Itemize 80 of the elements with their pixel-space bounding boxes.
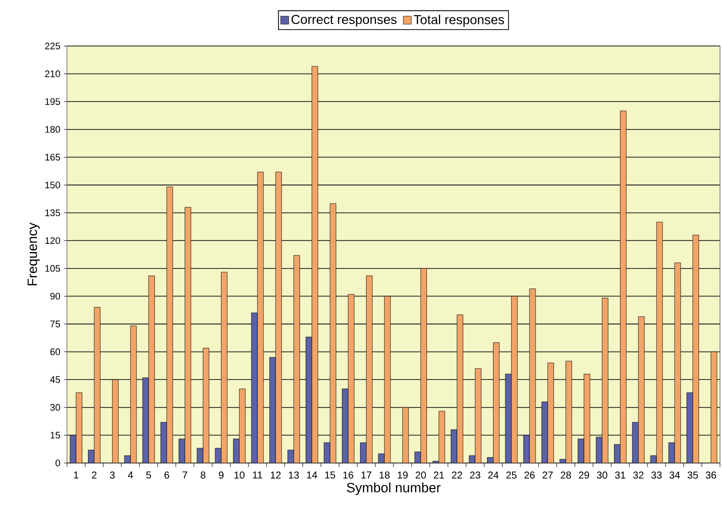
x-tick-label: 6 bbox=[164, 472, 170, 479]
bar bbox=[566, 360, 572, 463]
x-tick-label: 34 bbox=[669, 472, 680, 479]
bar bbox=[366, 276, 372, 463]
x-tick-label: 4 bbox=[128, 472, 133, 478]
x-tick-label: 15 bbox=[325, 472, 336, 479]
bar bbox=[438, 410, 446, 463]
y-axis-title: Frequency bbox=[28, 222, 40, 286]
x-tick-label: 18 bbox=[380, 472, 390, 479]
x-tick-label: 7 bbox=[182, 472, 188, 478]
bar bbox=[511, 296, 518, 463]
y-tick-label: 0 bbox=[56, 460, 60, 466]
x-tick-label: 10 bbox=[234, 472, 244, 479]
bar bbox=[239, 388, 246, 463]
x-tick-label: 12 bbox=[270, 472, 281, 479]
x-tick-label: 33 bbox=[651, 472, 662, 479]
y-tick-label: 225 bbox=[45, 42, 60, 50]
bar bbox=[166, 186, 173, 463]
legend-label: Total responses bbox=[414, 14, 504, 27]
bar bbox=[220, 272, 228, 463]
x-tick-label: 14 bbox=[307, 472, 318, 478]
x-tick-label: 36 bbox=[706, 472, 716, 479]
x-tick-label: 28 bbox=[560, 472, 571, 479]
bar bbox=[493, 342, 500, 463]
x-tick-label: 23 bbox=[470, 472, 480, 479]
x-tick-label: 5 bbox=[146, 472, 151, 479]
x-tick-label: 16 bbox=[343, 472, 354, 479]
x-tick-label: 26 bbox=[524, 472, 535, 479]
x-tick-label: 1 bbox=[74, 472, 78, 478]
bar bbox=[420, 268, 427, 463]
x-tick-label: 24 bbox=[488, 472, 499, 479]
bar bbox=[638, 316, 645, 463]
y-tick-label: 75 bbox=[50, 320, 60, 328]
x-tick-label: 35 bbox=[688, 472, 698, 479]
y-tick-label: 120 bbox=[45, 237, 60, 244]
x-tick-label: 9 bbox=[218, 472, 224, 479]
y-tick-label: 60 bbox=[50, 348, 60, 356]
x-tick-label: 11 bbox=[253, 472, 262, 478]
bar bbox=[148, 276, 155, 463]
bar bbox=[275, 172, 282, 463]
bar bbox=[602, 298, 608, 463]
x-tick-label: 19 bbox=[398, 472, 408, 479]
x-tick-label: 20 bbox=[416, 472, 426, 479]
y-tick-label: 30 bbox=[50, 404, 60, 411]
y-tick-label: 180 bbox=[45, 126, 60, 133]
x-tick-label: 3 bbox=[110, 472, 115, 479]
bar bbox=[692, 234, 699, 463]
x-tick-label: 21 bbox=[434, 472, 444, 479]
bar bbox=[112, 379, 119, 463]
x-tick-label: 31 bbox=[615, 472, 626, 479]
x-axis-title: Symbol number bbox=[346, 482, 441, 496]
y-tick-label: 210 bbox=[45, 70, 60, 78]
x-tick-label: 13 bbox=[288, 472, 299, 479]
x-tick-label: 29 bbox=[578, 472, 590, 479]
bar bbox=[94, 307, 100, 463]
x-tick-label: 2 bbox=[92, 472, 96, 479]
x-tick-label: 32 bbox=[633, 472, 644, 479]
y-tick-label: 165 bbox=[45, 154, 60, 161]
x-tick-label: 25 bbox=[506, 472, 517, 479]
bar bbox=[184, 207, 192, 463]
y-tick-label: 45 bbox=[50, 376, 60, 383]
y-tick-label: 135 bbox=[45, 209, 60, 216]
bar bbox=[294, 255, 300, 463]
x-tick-label: 8 bbox=[200, 472, 206, 479]
y-tick-label: 195 bbox=[45, 98, 60, 105]
y-tick-label: 90 bbox=[50, 292, 60, 300]
y-tick-label: 150 bbox=[45, 182, 60, 188]
bar bbox=[312, 66, 318, 463]
bar bbox=[620, 110, 626, 463]
bar bbox=[674, 262, 681, 463]
x-tick-label: 27 bbox=[542, 472, 553, 479]
x-tick-label: 17 bbox=[362, 472, 372, 478]
bar bbox=[474, 368, 482, 463]
y-tick-label: 105 bbox=[45, 265, 60, 272]
x-tick-label: 22 bbox=[452, 472, 462, 479]
y-tick-label: 15 bbox=[50, 432, 60, 439]
x-tick-label: 30 bbox=[596, 472, 608, 479]
bar bbox=[547, 362, 554, 463]
bar bbox=[348, 294, 354, 463]
legend-label: Correct responses bbox=[292, 14, 397, 27]
